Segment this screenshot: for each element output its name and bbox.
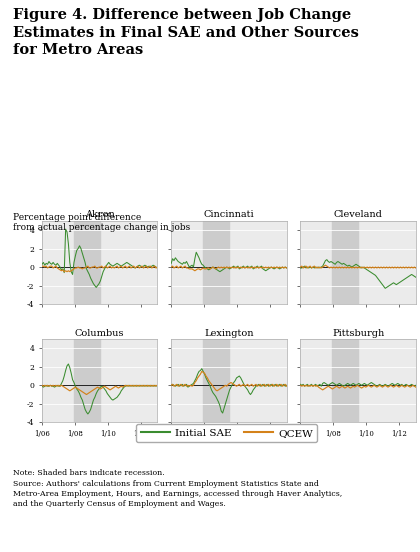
Title: Cleveland: Cleveland <box>333 210 383 219</box>
Bar <box>203 339 229 422</box>
Title: Pittsburgh: Pittsburgh <box>332 328 384 338</box>
Text: Note: Shaded bars indicate recession.
Source: Authors' calculations from Current: Note: Shaded bars indicate recession. So… <box>13 469 342 508</box>
Title: Columbus: Columbus <box>75 328 124 338</box>
Text: Percentage point difference
from actual percentage change in jobs: Percentage point difference from actual … <box>13 213 190 232</box>
Bar <box>332 339 358 422</box>
Bar <box>74 339 100 422</box>
Title: Lexington: Lexington <box>204 328 254 338</box>
Title: Cincinnati: Cincinnati <box>204 210 254 219</box>
Bar <box>203 221 229 304</box>
Text: Figure 4. Difference between Job Change
Estimates in Final SAE and Other Sources: Figure 4. Difference between Job Change … <box>13 8 359 57</box>
Bar <box>332 221 358 304</box>
Title: Akron: Akron <box>85 210 115 219</box>
Legend: Initial SAE, QCEW: Initial SAE, QCEW <box>136 424 317 442</box>
Bar <box>74 221 100 304</box>
